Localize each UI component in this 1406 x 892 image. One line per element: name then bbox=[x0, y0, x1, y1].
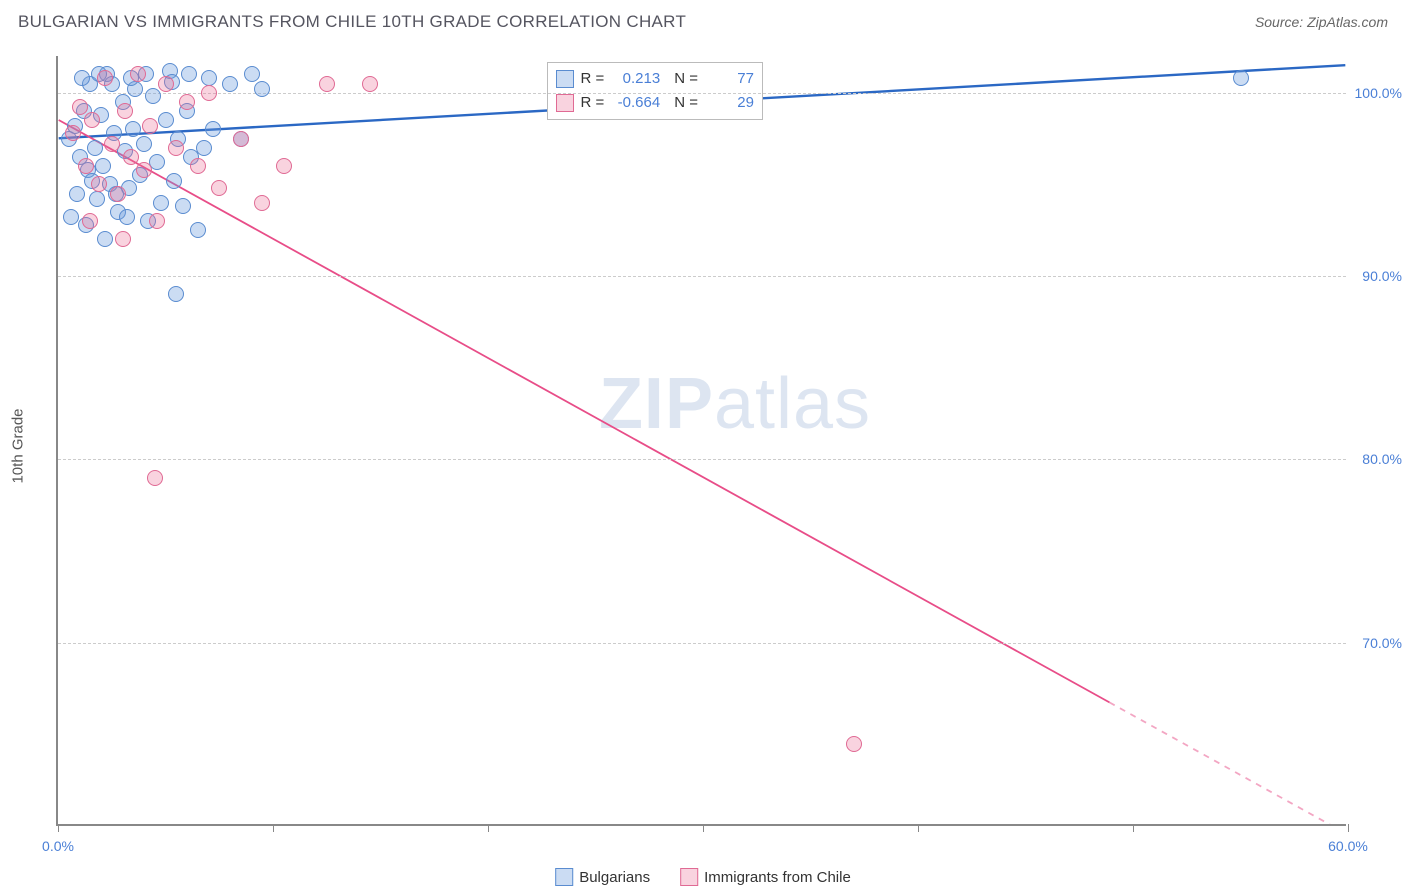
series-legend: Bulgarians Immigrants from Chile bbox=[555, 868, 851, 886]
data-point bbox=[78, 158, 94, 174]
data-point bbox=[201, 70, 217, 86]
data-point bbox=[82, 213, 98, 229]
x-tick bbox=[918, 824, 919, 832]
y-tick-label: 100.0% bbox=[1352, 85, 1402, 101]
data-point bbox=[145, 88, 161, 104]
data-point bbox=[104, 136, 120, 152]
stats-legend-row: R =-0.664N =29 bbox=[556, 91, 754, 115]
data-point bbox=[97, 70, 113, 86]
x-tick-label: 0.0% bbox=[42, 838, 74, 854]
data-point bbox=[276, 158, 292, 174]
gridline bbox=[58, 643, 1346, 644]
data-point bbox=[119, 209, 135, 225]
data-point bbox=[158, 76, 174, 92]
gridline bbox=[58, 276, 1346, 277]
data-point bbox=[196, 140, 212, 156]
x-tick bbox=[1348, 824, 1349, 832]
watermark: ZIPatlas bbox=[599, 363, 871, 445]
x-tick bbox=[58, 824, 59, 832]
data-point bbox=[65, 125, 81, 141]
source-attribution: Source: ZipAtlas.com bbox=[1255, 14, 1388, 30]
data-point bbox=[179, 94, 195, 110]
data-point bbox=[110, 186, 126, 202]
data-point bbox=[123, 149, 139, 165]
x-tick bbox=[273, 824, 274, 832]
data-point bbox=[89, 191, 105, 207]
data-point bbox=[87, 140, 103, 156]
gridline bbox=[58, 93, 1346, 94]
data-point bbox=[147, 470, 163, 486]
data-point bbox=[130, 66, 146, 82]
legend-label: Bulgarians bbox=[579, 869, 650, 886]
data-point bbox=[846, 736, 862, 752]
data-point bbox=[190, 158, 206, 174]
scatter-plot-area: ZIPatlas R =0.213N =77R =-0.664N =29 70.… bbox=[56, 56, 1346, 826]
x-tick bbox=[703, 824, 704, 832]
data-point bbox=[222, 76, 238, 92]
y-tick-label: 70.0% bbox=[1352, 635, 1402, 651]
data-point bbox=[91, 176, 107, 192]
data-point bbox=[175, 198, 191, 214]
data-point bbox=[319, 76, 335, 92]
data-point bbox=[254, 195, 270, 211]
x-tick bbox=[1133, 824, 1134, 832]
y-tick-label: 80.0% bbox=[1352, 451, 1402, 467]
legend-swatch bbox=[680, 868, 698, 886]
data-point bbox=[168, 286, 184, 302]
data-point bbox=[142, 118, 158, 134]
correlation-stats-legend: R =0.213N =77R =-0.664N =29 bbox=[547, 62, 763, 120]
data-point bbox=[153, 195, 169, 211]
y-axis-label: 10th Grade bbox=[10, 408, 27, 483]
data-point bbox=[69, 186, 85, 202]
x-tick bbox=[488, 824, 489, 832]
legend-swatch bbox=[556, 70, 574, 88]
data-point bbox=[115, 231, 131, 247]
legend-item: Immigrants from Chile bbox=[680, 868, 851, 886]
data-point bbox=[72, 99, 88, 115]
data-point bbox=[166, 173, 182, 189]
data-point bbox=[205, 121, 221, 137]
y-tick-label: 90.0% bbox=[1352, 268, 1402, 284]
data-point bbox=[117, 103, 133, 119]
data-point bbox=[97, 231, 113, 247]
stats-legend-row: R =0.213N =77 bbox=[556, 67, 754, 91]
data-point bbox=[136, 162, 152, 178]
legend-swatch bbox=[555, 868, 573, 886]
data-point bbox=[74, 70, 90, 86]
data-point bbox=[63, 209, 79, 225]
data-point bbox=[149, 213, 165, 229]
data-point bbox=[233, 131, 249, 147]
data-point bbox=[136, 136, 152, 152]
gridline bbox=[58, 459, 1346, 460]
data-point bbox=[190, 222, 206, 238]
trend-lines bbox=[58, 56, 1346, 824]
data-point bbox=[125, 121, 141, 137]
data-point bbox=[211, 180, 227, 196]
data-point bbox=[244, 66, 260, 82]
data-point bbox=[201, 85, 217, 101]
x-tick-label: 60.0% bbox=[1328, 838, 1368, 854]
data-point bbox=[168, 140, 184, 156]
chart-title: BULGARIAN VS IMMIGRANTS FROM CHILE 10TH … bbox=[18, 12, 686, 32]
data-point bbox=[84, 112, 100, 128]
data-point bbox=[95, 158, 111, 174]
data-point bbox=[1233, 70, 1249, 86]
legend-item: Bulgarians bbox=[555, 868, 650, 886]
legend-swatch bbox=[556, 94, 574, 112]
data-point bbox=[362, 76, 378, 92]
data-point bbox=[158, 112, 174, 128]
data-point bbox=[254, 81, 270, 97]
data-point bbox=[181, 66, 197, 82]
legend-label: Immigrants from Chile bbox=[704, 869, 851, 886]
